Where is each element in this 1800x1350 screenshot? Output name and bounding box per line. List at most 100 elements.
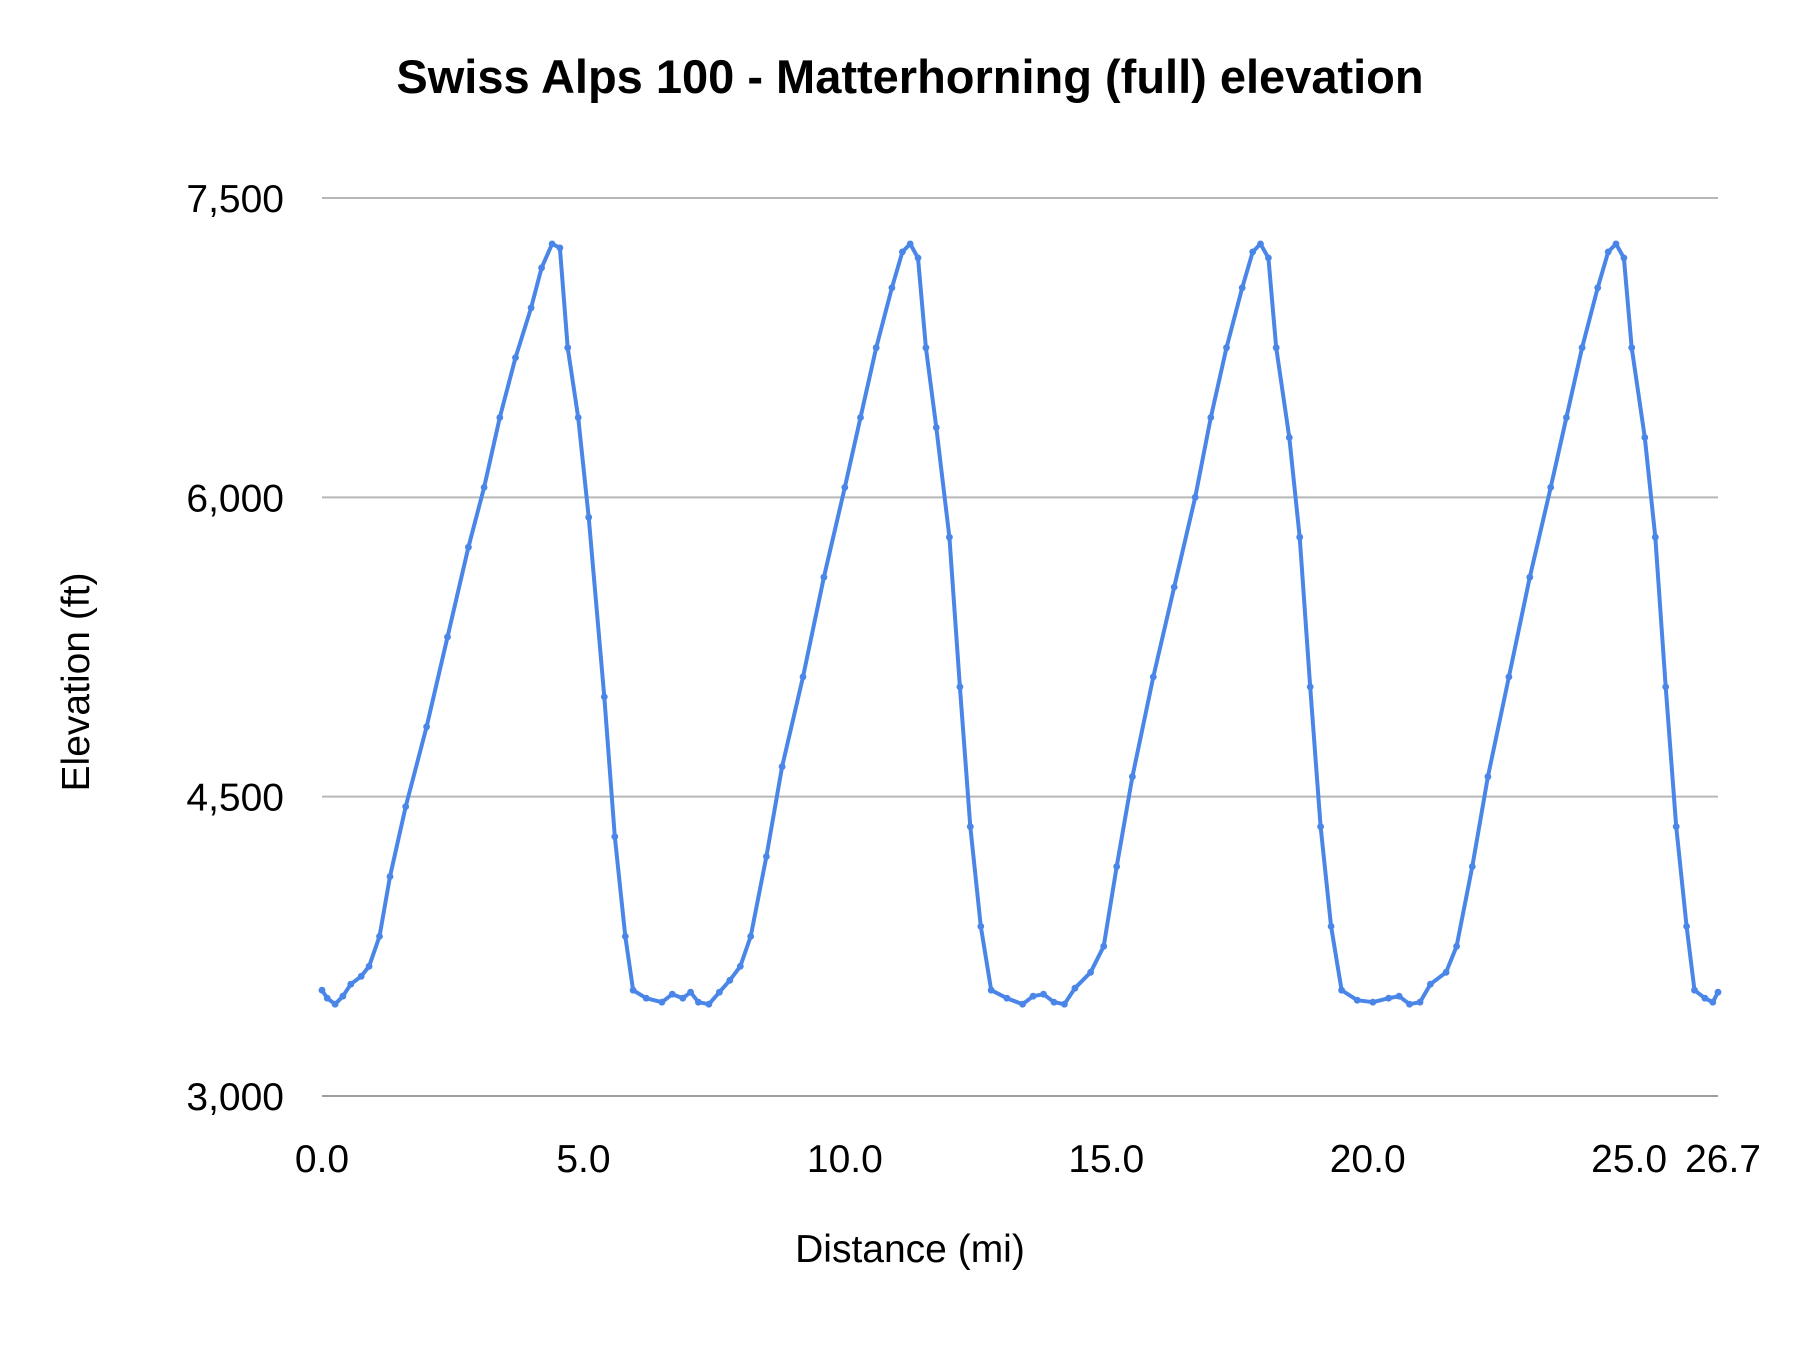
data-point [1265, 254, 1272, 262]
data-point [799, 673, 807, 681]
x-tick-label: 0.0 [295, 1138, 349, 1181]
data-point [1238, 284, 1246, 292]
data-point [1628, 344, 1636, 352]
data-point [966, 823, 974, 830]
data-point [621, 933, 629, 940]
data-point [1385, 994, 1392, 1002]
data-point [386, 873, 394, 880]
data-point [1353, 996, 1361, 1004]
data-point [1620, 254, 1628, 262]
data-point [888, 284, 896, 292]
data-point [365, 962, 373, 970]
data-point [1100, 942, 1108, 950]
data-point [538, 264, 545, 272]
data-point [872, 344, 880, 352]
data-point [339, 992, 347, 1000]
y-axis-ticks: 3,000 4,500 6,000 7,500 [186, 178, 284, 1119]
data-point [1087, 968, 1094, 976]
chart-title: Swiss Alps 100 - Matterhorning (full) el… [396, 50, 1423, 103]
data-point [556, 244, 564, 252]
data-point [1369, 998, 1377, 1006]
y-tick-label: 6,000 [186, 477, 284, 520]
data-point [527, 304, 535, 312]
x-axis-label: Distance (mi) [795, 1228, 1025, 1271]
data-point [1149, 673, 1157, 681]
data-point [1427, 980, 1434, 988]
data-point [1327, 923, 1335, 930]
data-point [906, 240, 914, 248]
data-point [1442, 968, 1450, 976]
data-point [687, 988, 694, 996]
data-point [1071, 984, 1079, 992]
x-tick-label: 20.0 [1330, 1138, 1406, 1181]
data-point [1249, 248, 1257, 256]
x-tick-label: 10.0 [807, 1138, 883, 1181]
data-point [932, 424, 940, 431]
data-point [574, 414, 582, 421]
data-point [736, 962, 744, 970]
y-tick-label: 3,000 [186, 1076, 284, 1119]
data-point [402, 803, 410, 810]
data-point [1714, 988, 1722, 996]
data-point [1547, 484, 1555, 491]
data-point [716, 988, 723, 996]
data-point [642, 994, 650, 1002]
x-tick-label: 5.0 [556, 1138, 610, 1181]
elevation-line [320, 241, 1720, 1007]
data-point [1505, 673, 1513, 681]
data-point [1691, 986, 1698, 994]
data-point [1453, 942, 1460, 950]
data-point [705, 1000, 713, 1008]
data-point [668, 990, 676, 998]
data-point [600, 693, 608, 701]
data-point [1170, 583, 1178, 591]
data-point [1207, 414, 1215, 421]
data-point [564, 344, 572, 352]
data-point [1672, 823, 1680, 830]
x-axis-ticks: 0.0 5.0 10.0 15.0 20.0 25.0 26.7 [295, 1138, 1761, 1181]
data-point [512, 354, 519, 361]
data-point [496, 414, 504, 421]
data-point [1651, 533, 1659, 541]
data-point [1223, 344, 1230, 352]
data-point [857, 414, 864, 421]
data-point [1701, 994, 1709, 1002]
data-point [1484, 773, 1492, 781]
x-tick-label: 25.0 [1591, 1138, 1667, 1181]
data-point [1395, 992, 1403, 1000]
data-point [1029, 992, 1037, 1000]
data-point [1683, 923, 1690, 930]
data-point [1604, 248, 1612, 256]
data-point [695, 998, 702, 1006]
data-point [1526, 573, 1534, 581]
series-layer [318, 240, 1722, 1008]
data-point [1612, 240, 1620, 248]
data-point [347, 980, 355, 988]
data-point [585, 513, 593, 521]
data-point [1040, 990, 1047, 998]
data-point [318, 986, 326, 994]
data-point [423, 723, 430, 731]
data-points [318, 240, 1722, 1008]
data-point [1563, 414, 1570, 421]
data-point [679, 994, 687, 1002]
data-point [548, 240, 556, 248]
gridlines [322, 197, 1718, 1097]
data-point [899, 248, 906, 256]
data-point [444, 633, 451, 641]
y-tick-label: 4,500 [186, 777, 284, 820]
data-point [1709, 998, 1717, 1006]
data-point [1285, 434, 1293, 441]
data-point [1641, 434, 1649, 441]
data-point [629, 986, 637, 994]
data-point [841, 484, 849, 491]
y-tick-label: 7,500 [186, 178, 284, 221]
data-point [331, 1000, 339, 1008]
data-point [1662, 683, 1670, 691]
data-point [1468, 863, 1476, 870]
data-point [1272, 344, 1280, 352]
data-point [914, 254, 922, 262]
data-point [1317, 823, 1324, 830]
x-tick-label: 15.0 [1068, 1138, 1144, 1181]
